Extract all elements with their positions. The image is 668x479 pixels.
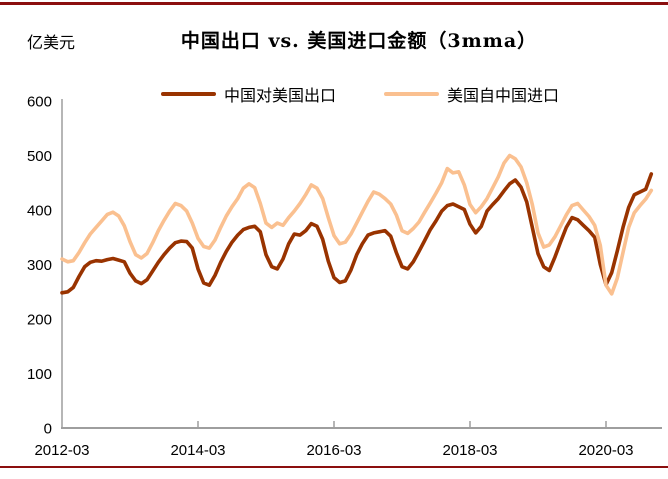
chart-title: 中国出口 vs. 美国进口金额（3mma）: [180, 30, 538, 52]
bottom-border-rule: [0, 466, 668, 468]
top-border-rule: [0, 2, 668, 5]
x-tick-label: 2020-03: [578, 442, 633, 459]
series-line-china-exports-to-us: [60, 172, 654, 295]
x-tick-label: 2018-03: [442, 442, 497, 459]
y-tick-label: 500: [27, 148, 52, 165]
y-tick-label: 100: [27, 366, 52, 383]
y-axis-unit-label: 亿美元: [27, 33, 76, 52]
x-tick-label: 2012-03: [34, 442, 89, 459]
y-tick-label: 400: [27, 203, 52, 220]
x-tick-label: 2014-03: [170, 442, 225, 459]
legend-swatch-us-imports: [384, 92, 439, 96]
legend-swatch-china-exports: [160, 92, 216, 96]
legend-label-china-exports: 中国对美国出口: [223, 86, 336, 105]
x-tick-label: 2016-03: [306, 442, 361, 459]
series-line-us-imports-from-china: [60, 153, 654, 296]
y-tick-label: 600: [27, 94, 52, 111]
legend-item-china-exports: 中国对美国出口: [160, 82, 336, 106]
legend-item-us-imports: 美国自中国进口: [384, 82, 559, 106]
y-tick-label: 0: [44, 421, 52, 438]
legend-label-us-imports: 美国自中国进口: [447, 86, 560, 105]
y-tick-label: 200: [27, 312, 52, 329]
y-tick-label: 300: [27, 257, 52, 274]
chart-legend: 中国对美国出口 美国自中国进口: [62, 82, 658, 106]
